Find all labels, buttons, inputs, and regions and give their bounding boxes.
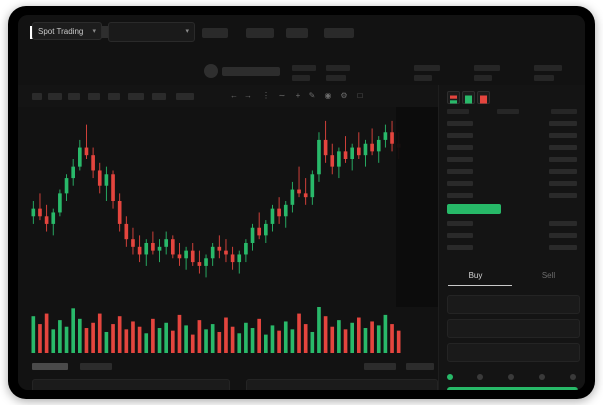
indicator-icon[interactable]: ⋮ [262, 91, 270, 100]
orderbook-ask-total [549, 181, 577, 186]
coin-avatar-icon [204, 64, 218, 78]
line-chart-icon[interactable]: ∼ [278, 91, 286, 100]
orderbook-view-bids-button[interactable] [462, 91, 475, 104]
slider-dot-75[interactable] [539, 374, 545, 380]
trading-mode-label: Spot Trading [38, 27, 84, 36]
orderbook-header-total [551, 109, 577, 114]
orderbook-bid-row[interactable] [447, 245, 473, 250]
orderbook-ask-row[interactable] [447, 193, 473, 198]
interval-button-4h[interactable] [108, 93, 120, 100]
trading-mode-select[interactable]: Spot Trading ▾ [32, 22, 102, 40]
slider-dot-0[interactable] [447, 374, 453, 380]
tab-order-history[interactable] [80, 363, 112, 370]
orderbook-ask-row[interactable] [447, 157, 473, 162]
bottom-card-right[interactable] [246, 379, 438, 390]
amount-percentage-slider[interactable] [447, 372, 578, 382]
interval-button-1d[interactable] [128, 93, 144, 100]
place-buy-order-button[interactable] [447, 387, 578, 390]
orderbook-header-price [447, 109, 469, 114]
orderbook-bid-row[interactable] [447, 233, 473, 238]
orderbook-ask-row[interactable] [447, 145, 473, 150]
timer-icon[interactable]: ◉ [324, 91, 332, 100]
slider-dot-50[interactable] [508, 374, 514, 380]
bottom-cards-row [18, 377, 438, 390]
orderbook-header-amount [497, 109, 519, 114]
tablet-screen: Spot Trading ▾ ▾ [18, 15, 585, 390]
fullscreen-icon[interactable]: □ [357, 91, 363, 100]
chevron-down-icon: ▾ [92, 28, 96, 35]
ticker-last-price [222, 67, 280, 76]
orderbook-ask-total [549, 169, 577, 174]
orderbook-ask-total [549, 193, 577, 198]
ticker-stat-change [292, 65, 316, 71]
bottom-card-left[interactable] [32, 379, 230, 390]
tab-filter-hide-other[interactable] [364, 363, 396, 370]
ticker-stat-extra-value [534, 75, 554, 81]
chart-type-button[interactable] [176, 93, 194, 100]
interval-button-5m[interactable] [48, 93, 62, 100]
orderbook-ask-row[interactable] [447, 169, 473, 174]
chart-toolbar: ← → ⋮ ∼ + ✎ ◉ ⚙ □ [18, 85, 438, 108]
orderbook-ask-total [549, 157, 577, 162]
brush-icon[interactable]: ✎ [308, 91, 316, 100]
orderbook-ask-row[interactable] [447, 181, 473, 186]
orderbook-ask-total [549, 133, 577, 138]
ticker-stat-volume-value [414, 75, 432, 81]
orderbook-ask-row[interactable] [447, 133, 473, 138]
ticker-stat-high-value [326, 75, 346, 81]
candlestick-chart[interactable] [18, 107, 438, 355]
interval-button-1h[interactable] [88, 93, 100, 100]
trading-pair-select[interactable]: ▾ [108, 22, 195, 42]
interval-button-1m[interactable] [32, 93, 42, 100]
ticker-stat-change-value [292, 75, 310, 81]
order-book-sidebar: Buy Sell [438, 85, 585, 390]
orders-tabs-bar [18, 355, 438, 377]
slider-dot-100[interactable] [570, 374, 576, 380]
slider-dot-25[interactable] [477, 374, 483, 380]
nav-item-markets[interactable] [202, 28, 228, 38]
nav-item-trade[interactable] [246, 28, 274, 38]
order-total-input[interactable] [447, 343, 580, 362]
settings-icon[interactable]: ⚙ [340, 91, 348, 100]
orderbook-bid-row[interactable] [447, 221, 473, 226]
redo-icon[interactable]: → [244, 91, 252, 100]
ticker-stat-turnover-value [474, 75, 492, 81]
buy-sell-tabs: Buy Sell [439, 268, 585, 288]
tab-active-underline [448, 285, 512, 286]
ticker-stat-volume [414, 65, 440, 71]
tab-open-orders[interactable] [32, 363, 68, 370]
orderbook-ask-total [549, 121, 577, 126]
tab-cancel-all[interactable] [406, 363, 434, 370]
orderbook-bid-total [549, 233, 577, 238]
order-book-view-tabs [447, 91, 507, 104]
interval-button-more[interactable] [152, 93, 166, 100]
order-price-input[interactable] [447, 295, 580, 314]
ticker-stat-extra [534, 65, 562, 71]
orderbook-bid-total [549, 221, 577, 226]
tab-sell[interactable]: Sell [541, 271, 556, 280]
orderbook-ask-total [549, 145, 577, 150]
ticker-stat-high [326, 65, 350, 71]
nav-item-more[interactable] [324, 28, 354, 38]
chevron-down-icon: ▾ [185, 28, 189, 35]
orderbook-mid-price [447, 204, 501, 214]
orderbook-bid-total [549, 245, 577, 250]
undo-icon[interactable]: ← [230, 91, 238, 100]
price-chart-panel[interactable] [18, 107, 438, 355]
tablet-device-frame: Spot Trading ▾ ▾ [8, 6, 595, 399]
nav-item-earn[interactable] [286, 28, 308, 38]
tab-buy[interactable]: Buy [468, 271, 483, 280]
top-navigation-bar [18, 15, 585, 49]
orderbook-view-asks-button[interactable] [477, 91, 490, 104]
orderbook-ask-row[interactable] [447, 121, 473, 126]
chart-overlay-artifact [396, 107, 440, 307]
orderbook-view-both-button[interactable] [447, 91, 460, 104]
crosshair-icon[interactable]: + [295, 91, 301, 100]
order-amount-input[interactable] [447, 319, 580, 338]
ticker-stat-turnover [474, 65, 500, 71]
interval-button-15m[interactable] [68, 93, 80, 100]
